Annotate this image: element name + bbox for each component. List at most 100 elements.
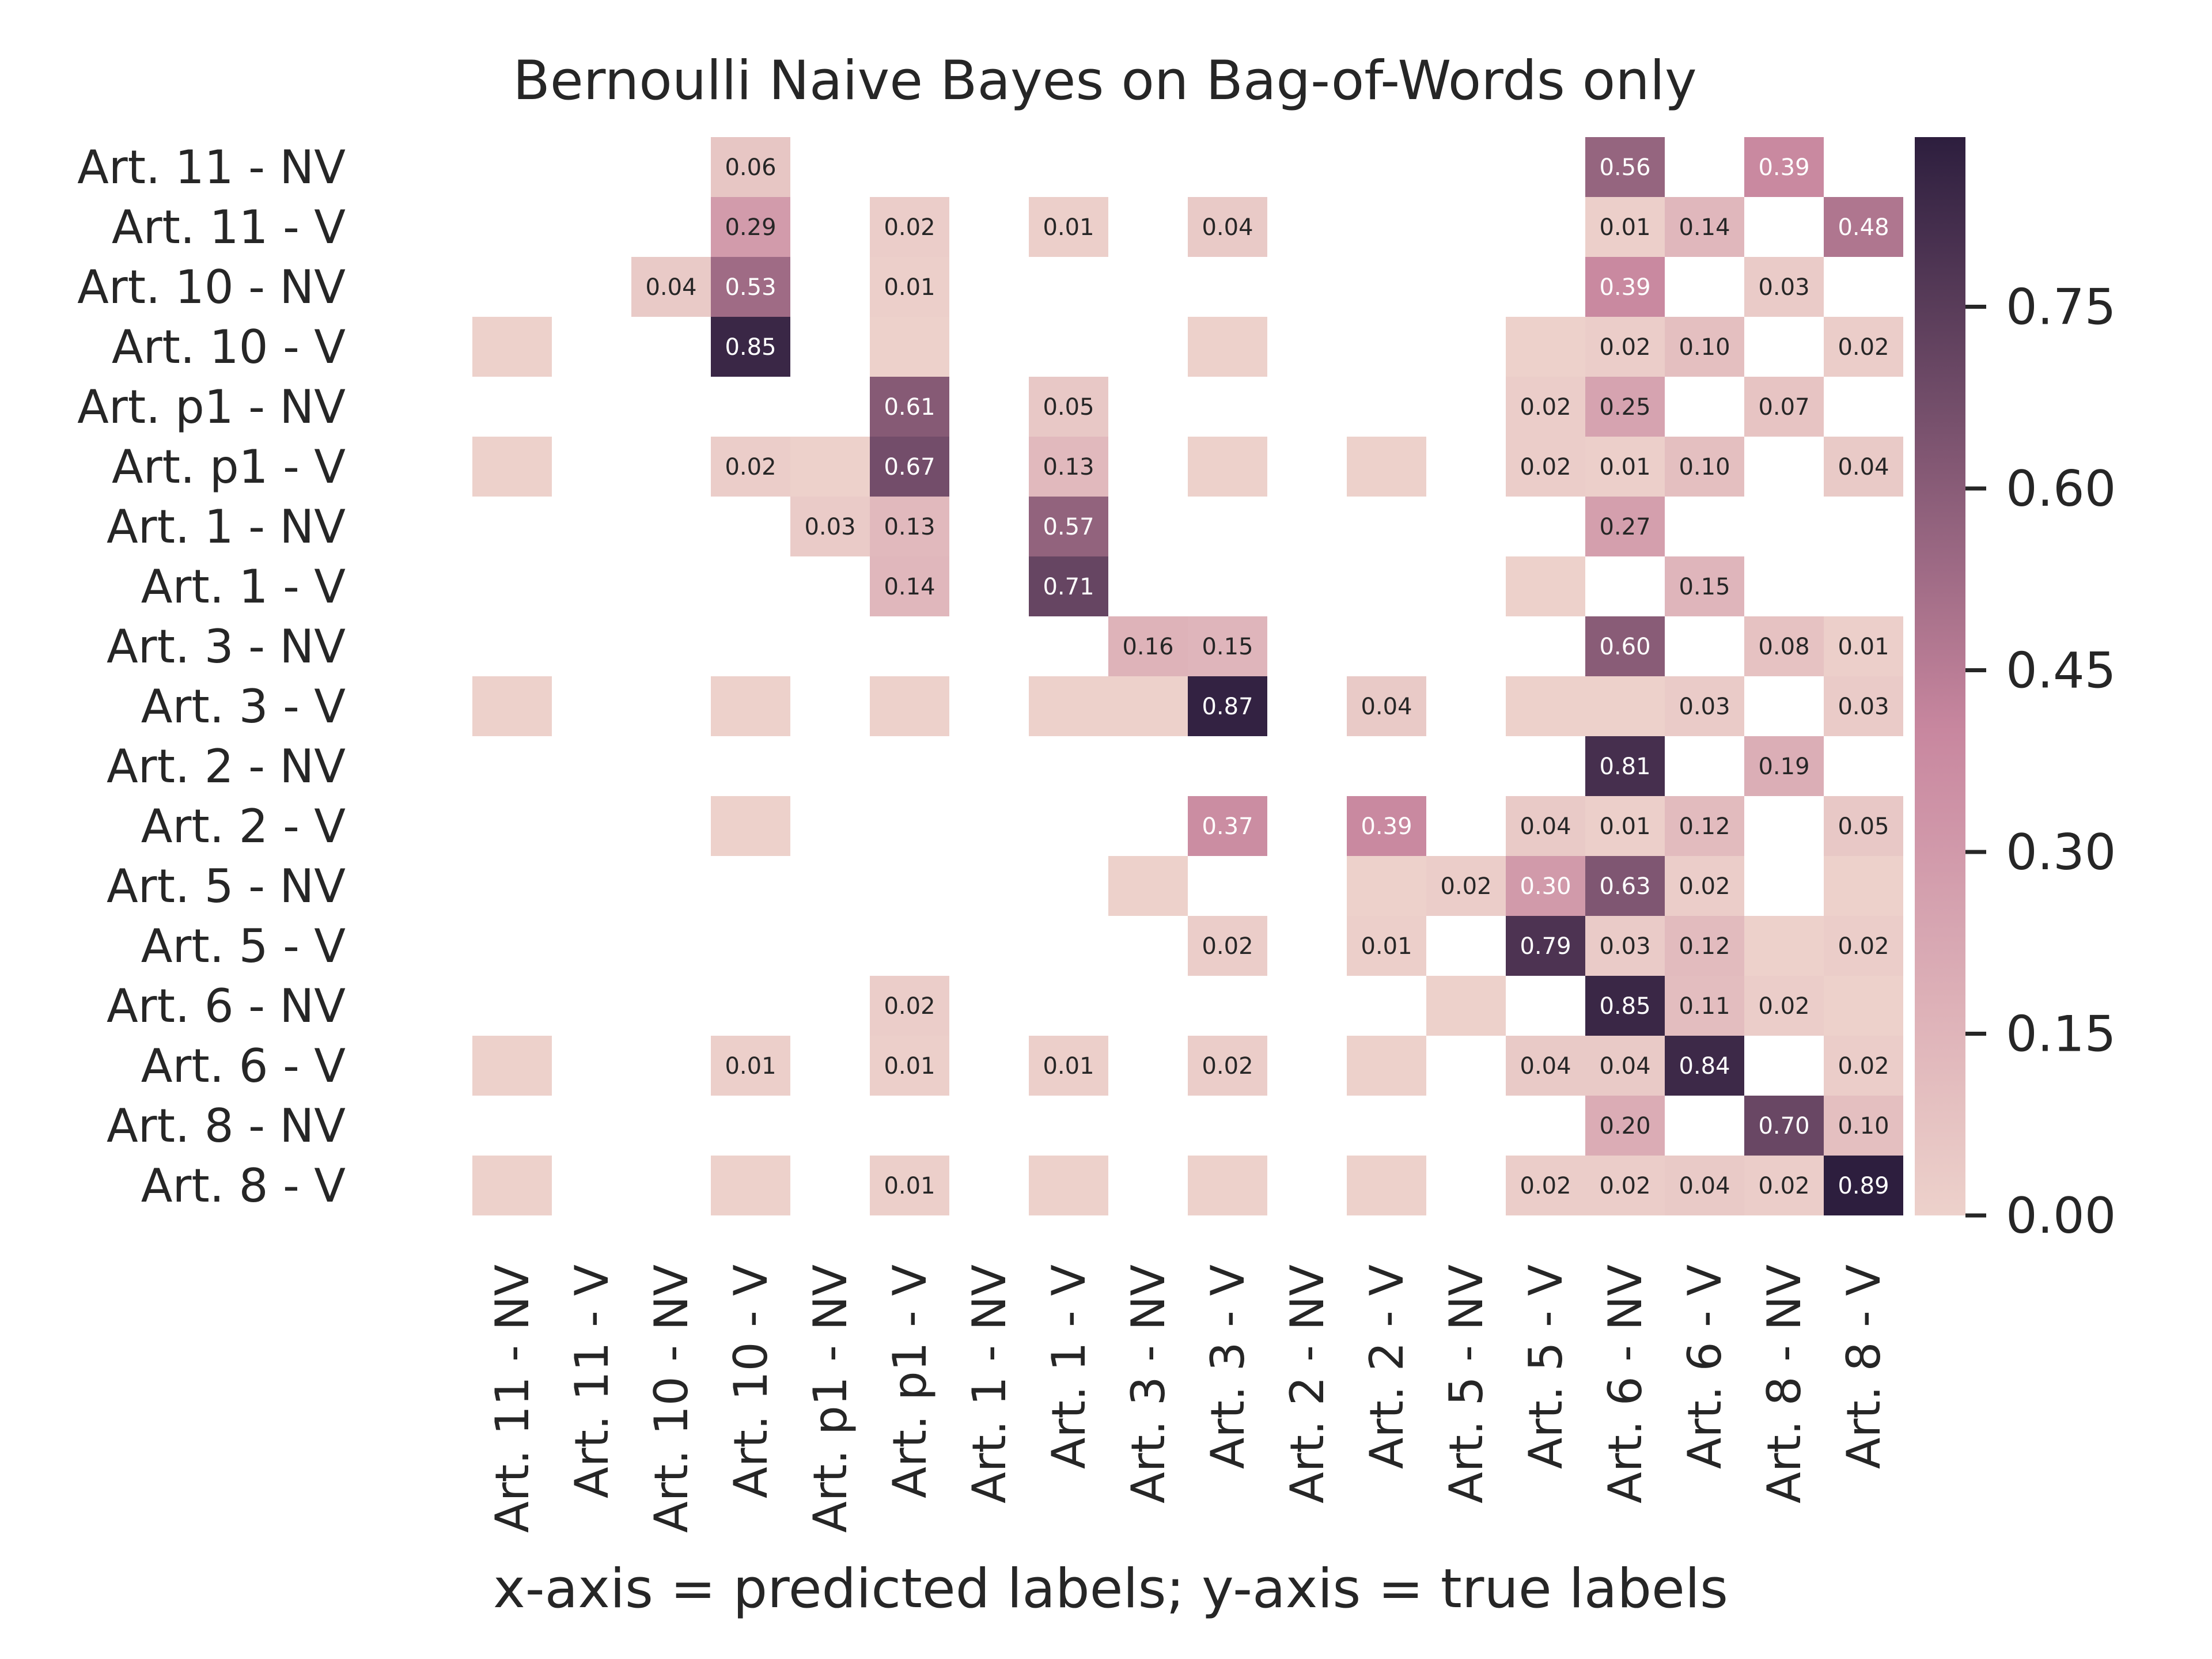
heatmap-cell bbox=[1347, 1156, 1426, 1215]
colorbar-tick-label: 0.00 bbox=[2006, 1187, 2116, 1245]
cell-value-label: 0.01 bbox=[884, 1173, 935, 1199]
heatmap-cell bbox=[1585, 377, 1665, 437]
cell-value-label: 0.03 bbox=[804, 514, 855, 540]
heatmap-cell bbox=[1744, 916, 1824, 976]
heatmap-cell bbox=[790, 497, 870, 556]
heatmap-cell bbox=[1585, 197, 1665, 257]
heatmap-cell bbox=[472, 1156, 552, 1215]
heatmap-cell bbox=[870, 1036, 949, 1096]
heatmap-cell bbox=[1824, 616, 1903, 676]
heatmap-cell bbox=[1506, 1036, 1585, 1096]
cell-value-label: 0.11 bbox=[1679, 993, 1730, 1020]
heatmap-cell bbox=[1744, 1156, 1824, 1215]
cell-value-label: 0.06 bbox=[725, 154, 776, 181]
cell-value-label: 0.04 bbox=[1520, 1053, 1571, 1080]
heatmap-cell bbox=[1744, 377, 1824, 437]
heatmap-cell bbox=[870, 437, 949, 497]
cell-value-label: 0.79 bbox=[1520, 933, 1571, 960]
heatmap-cell bbox=[711, 1036, 790, 1096]
heatmap-cell bbox=[1188, 197, 1267, 257]
heatmap-cell bbox=[1585, 137, 1665, 197]
heatmap-cell bbox=[1188, 616, 1267, 676]
heatmap-cell bbox=[1824, 916, 1903, 976]
y-tick-label: Art. 10 - V bbox=[112, 320, 346, 374]
cell-value-label: 0.01 bbox=[1043, 1053, 1094, 1080]
cell-value-label: 0.01 bbox=[1361, 933, 1412, 960]
x-tick-label: Art. 8 - NV bbox=[1758, 1264, 1811, 1503]
x-tick-label: Art. 2 - NV bbox=[1281, 1264, 1334, 1503]
cell-value-label: 0.10 bbox=[1679, 334, 1730, 361]
heatmap-cell bbox=[1585, 1096, 1665, 1156]
cell-value-label: 0.85 bbox=[725, 334, 776, 361]
heatmap-cell bbox=[1585, 1036, 1665, 1096]
heatmap-cell bbox=[1744, 736, 1824, 796]
cell-value-label: 0.01 bbox=[1599, 454, 1650, 480]
cell-value-label: 0.01 bbox=[884, 1053, 935, 1080]
cell-value-label: 0.04 bbox=[1679, 1173, 1730, 1199]
heatmap-cell bbox=[1029, 1156, 1108, 1215]
heatmap-cell bbox=[711, 1156, 790, 1215]
heatmap-cell bbox=[1188, 437, 1267, 497]
heatmap-cell bbox=[1585, 497, 1665, 556]
heatmap-cell bbox=[1506, 437, 1585, 497]
cell-value-label: 0.15 bbox=[1202, 634, 1253, 660]
colorbar-tick-label: 0.60 bbox=[2006, 460, 2116, 518]
x-tick-label: Art. 6 - V bbox=[1678, 1264, 1732, 1469]
cell-value-label: 0.85 bbox=[1599, 993, 1650, 1020]
cell-value-label: 0.81 bbox=[1599, 753, 1650, 780]
y-tick-label: Art. 6 - NV bbox=[107, 979, 346, 1033]
heatmap-cell bbox=[1108, 616, 1188, 676]
cell-value-label: 0.05 bbox=[1043, 394, 1094, 421]
heatmap-cell bbox=[870, 976, 949, 1036]
heatmap-cell bbox=[1585, 317, 1665, 377]
heatmap-cell bbox=[1824, 437, 1903, 497]
cell-value-label: 0.02 bbox=[1202, 933, 1253, 960]
cell-value-label: 0.07 bbox=[1758, 394, 1809, 421]
cell-value-label: 0.12 bbox=[1679, 933, 1730, 960]
heatmap-cell bbox=[1665, 1156, 1744, 1215]
heatmap-cell bbox=[711, 437, 790, 497]
y-tick-label: Art. 5 - NV bbox=[107, 859, 346, 913]
heatmap-cell bbox=[1029, 377, 1108, 437]
heatmap-cell bbox=[711, 197, 790, 257]
heatmap-cell bbox=[1665, 317, 1744, 377]
cell-value-label: 0.63 bbox=[1599, 873, 1650, 900]
heatmap-cell bbox=[1665, 856, 1744, 916]
cell-value-label: 0.03 bbox=[1838, 694, 1889, 720]
cell-value-label: 0.02 bbox=[1838, 334, 1889, 361]
cell-value-label: 0.12 bbox=[1679, 813, 1730, 840]
y-tick-label: Art. p1 - NV bbox=[77, 380, 346, 434]
heatmap-cell bbox=[1108, 856, 1188, 916]
cell-value-label: 0.02 bbox=[1520, 394, 1571, 421]
cell-value-label: 0.48 bbox=[1838, 214, 1889, 241]
heatmap-cell bbox=[1585, 257, 1665, 317]
cell-value-label: 0.02 bbox=[1758, 1173, 1809, 1199]
heatmap-cell bbox=[1665, 197, 1744, 257]
y-tick-label: Art. 2 - V bbox=[141, 800, 346, 853]
cell-value-label: 0.14 bbox=[884, 574, 935, 600]
cell-value-label: 0.14 bbox=[1679, 214, 1730, 241]
cell-value-label: 0.04 bbox=[1599, 1053, 1650, 1080]
heatmap-cell bbox=[1188, 1156, 1267, 1215]
cell-value-label: 0.04 bbox=[645, 274, 696, 301]
cell-value-label: 0.02 bbox=[1520, 1173, 1571, 1199]
heatmap-cell bbox=[1029, 556, 1108, 616]
cell-value-label: 0.01 bbox=[1599, 214, 1650, 241]
cell-value-label: 0.01 bbox=[725, 1053, 776, 1080]
heatmap-cell bbox=[1347, 1036, 1426, 1096]
cell-value-label: 0.84 bbox=[1679, 1053, 1730, 1080]
colorbar-gradient bbox=[1915, 137, 1965, 1215]
heatmap-cell bbox=[1744, 616, 1824, 676]
cell-value-label: 0.56 bbox=[1599, 154, 1650, 181]
heatmap-cell bbox=[1665, 916, 1744, 976]
heatmap-cell bbox=[1665, 796, 1744, 856]
cell-value-label: 0.37 bbox=[1202, 813, 1253, 840]
heatmap-cell bbox=[1029, 676, 1108, 736]
heatmap-cell bbox=[1665, 437, 1744, 497]
cell-value-label: 0.87 bbox=[1202, 694, 1253, 720]
heatmap-cell bbox=[1824, 197, 1903, 257]
heatmap-cell bbox=[472, 676, 552, 736]
heatmap-cell bbox=[1824, 796, 1903, 856]
heatmap-cell bbox=[472, 437, 552, 497]
x-tick-label: Art. 10 - V bbox=[724, 1264, 778, 1498]
